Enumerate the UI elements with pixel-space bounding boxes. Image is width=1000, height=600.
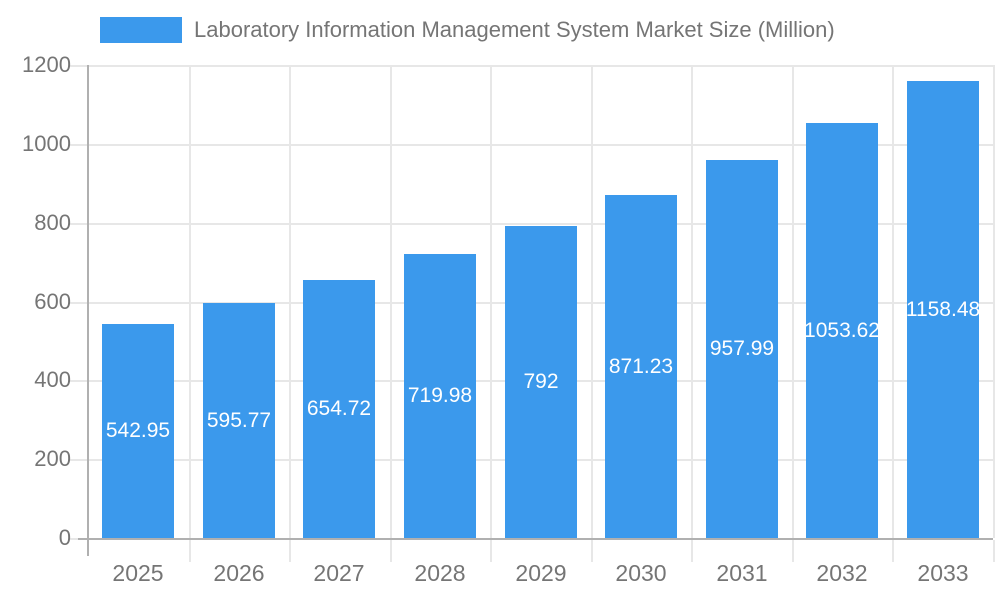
bar-value-label: 542.95 (105, 419, 171, 442)
x-axis-tick-label: 2033 (917, 560, 969, 586)
bar (303, 280, 375, 538)
bar (102, 324, 174, 538)
y-tick (70, 302, 88, 304)
x-axis-tick-label: 2027 (313, 560, 365, 586)
x-tick (189, 540, 191, 562)
x-axis-tick-label: 2030 (615, 560, 667, 586)
x-axis-tick-label: 2025 (112, 560, 164, 586)
x-axis-tick-label: 2028 (414, 560, 466, 586)
bar-value-label: 654.72 (306, 397, 372, 420)
bar-value-label: 595.77 (206, 409, 272, 432)
y-axis-line (87, 65, 89, 556)
bar-value-label: 719.98 (407, 384, 473, 407)
x-tick (591, 540, 593, 562)
x-tick (490, 540, 492, 562)
x-tick (390, 540, 392, 562)
bar-value-label: 792 (523, 370, 559, 393)
y-axis-tick-label: 800 (34, 210, 71, 235)
y-axis-tick-label: 600 (34, 289, 71, 314)
legend-label: Laboratory Information Management System… (194, 17, 835, 42)
bar-value-label: 1053.62 (804, 319, 880, 342)
bar-value-label: 957.99 (709, 337, 775, 360)
v-gridline (993, 65, 995, 538)
bar (505, 226, 577, 538)
y-axis-tick-label: 200 (34, 446, 71, 471)
y-tick (70, 65, 88, 67)
v-gridline (591, 65, 593, 538)
y-tick (70, 223, 88, 225)
v-gridline (792, 65, 794, 538)
x-axis-line (78, 538, 993, 540)
x-tick (792, 540, 794, 562)
x-tick (289, 540, 291, 562)
bar (907, 81, 979, 538)
bar (605, 195, 677, 538)
y-tick (70, 380, 88, 382)
x-tick (892, 540, 894, 562)
bar (404, 254, 476, 538)
y-axis-tick-label: 400 (34, 367, 71, 392)
v-gridline (490, 65, 492, 538)
x-axis-tick-label: 2026 (213, 560, 265, 586)
x-axis-tick-label: 2032 (816, 560, 868, 586)
v-gridline (892, 65, 894, 538)
bar (806, 123, 878, 538)
y-tick (70, 144, 88, 146)
x-axis-tick-label: 2029 (515, 560, 567, 586)
x-tick (993, 540, 995, 562)
h-gridline (88, 144, 993, 146)
y-tick (70, 459, 88, 461)
h-gridline (88, 223, 993, 225)
legend-swatch (100, 17, 182, 43)
bar-value-label: 1158.48 (905, 298, 981, 321)
y-axis-tick-label: 1200 (22, 52, 71, 77)
x-axis-tick-label: 2031 (716, 560, 768, 586)
v-gridline (691, 65, 693, 538)
bar (203, 303, 275, 538)
x-tick (691, 540, 693, 562)
v-gridline (189, 65, 191, 538)
bar-value-label: 871.23 (608, 355, 674, 378)
y-axis-tick-label: 1000 (22, 131, 71, 156)
bar (706, 160, 778, 538)
v-gridline (289, 65, 291, 538)
chart-legend: Laboratory Information Management System… (100, 17, 835, 43)
v-gridline (390, 65, 392, 538)
y-axis-tick-label: 0 (58, 525, 71, 550)
h-gridline (88, 65, 993, 67)
